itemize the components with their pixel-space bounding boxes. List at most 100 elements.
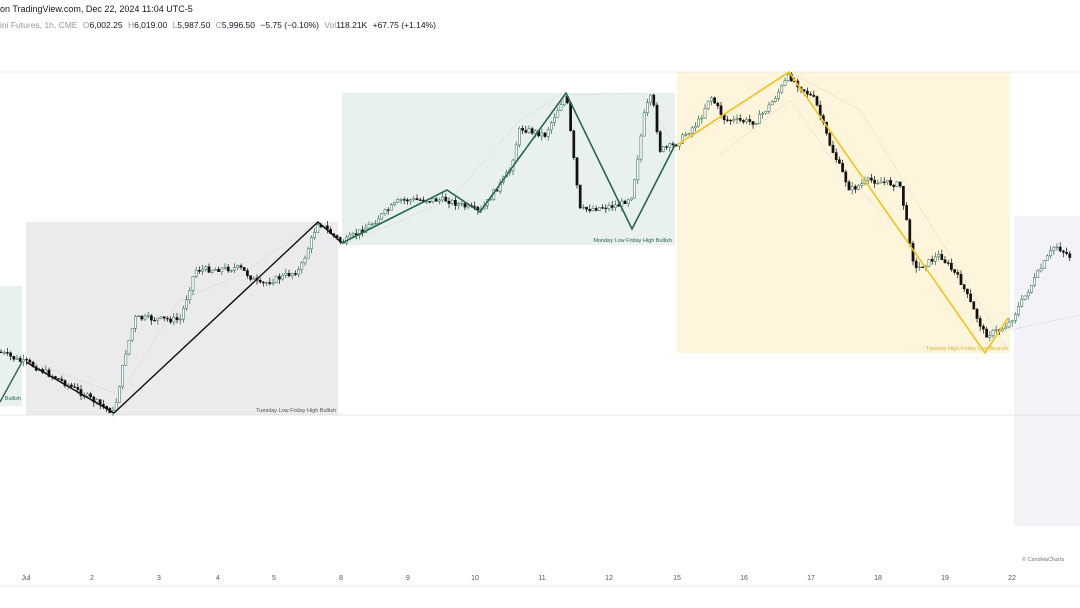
candle-body bbox=[841, 163, 844, 173]
candle-body bbox=[758, 113, 761, 124]
candle-body bbox=[895, 181, 899, 187]
change-value: −5.75 (−0.10%) bbox=[260, 20, 319, 30]
candle-body bbox=[18, 357, 22, 362]
candle-body bbox=[902, 185, 905, 206]
candle-body bbox=[534, 130, 537, 134]
candle-body bbox=[982, 326, 985, 330]
candle-body bbox=[22, 359, 25, 362]
candle-body bbox=[898, 181, 902, 187]
zigzag-tuesday-high bbox=[676, 70, 1009, 355]
candle-body bbox=[60, 378, 64, 381]
candle-body bbox=[543, 132, 547, 137]
candle-body bbox=[751, 121, 755, 125]
close-key: C bbox=[215, 20, 222, 30]
candle-body bbox=[6, 352, 9, 354]
candle-body bbox=[854, 186, 857, 190]
candle-body bbox=[546, 129, 550, 137]
candle-body bbox=[249, 275, 252, 280]
candle-body bbox=[994, 329, 998, 331]
candle-body bbox=[802, 89, 806, 92]
candle-body bbox=[130, 328, 134, 341]
candle-body bbox=[956, 272, 960, 275]
candle-body bbox=[140, 315, 144, 320]
candle-body bbox=[828, 133, 832, 146]
zone-bg bbox=[1014, 216, 1080, 526]
zigzag-monday-low bbox=[341, 91, 676, 244]
zone-bg bbox=[677, 72, 1010, 353]
candle-body bbox=[412, 198, 416, 201]
candle-body bbox=[156, 317, 160, 321]
candle-body bbox=[774, 98, 777, 102]
candle-body bbox=[390, 204, 393, 211]
x-tick: 16 bbox=[740, 575, 748, 582]
candle-body bbox=[716, 102, 720, 107]
candle-body bbox=[28, 359, 32, 363]
candle-body bbox=[47, 369, 51, 377]
candle-body bbox=[1058, 246, 1062, 252]
candle-body bbox=[137, 315, 140, 318]
candle-body bbox=[604, 207, 608, 210]
candle-body bbox=[687, 133, 691, 135]
candle-body bbox=[553, 117, 556, 123]
candle-body bbox=[732, 119, 736, 122]
candle-body bbox=[450, 200, 454, 204]
candle-body bbox=[335, 235, 339, 238]
open-value: 6,002.25 bbox=[89, 20, 123, 30]
candle-body bbox=[1055, 246, 1059, 249]
candle-body bbox=[268, 282, 272, 284]
candle-body bbox=[1042, 260, 1046, 269]
candle-body bbox=[95, 399, 99, 403]
candle-body bbox=[668, 143, 672, 148]
candle-body bbox=[15, 357, 19, 360]
candle-body bbox=[9, 352, 12, 357]
candle-body bbox=[1010, 320, 1014, 323]
x-tick: 3 bbox=[157, 575, 161, 582]
candle-body bbox=[89, 393, 92, 398]
candle-body bbox=[521, 128, 524, 131]
candle-body bbox=[134, 316, 137, 329]
candle-body bbox=[188, 290, 192, 300]
candle-body bbox=[671, 143, 675, 146]
candle-body bbox=[124, 353, 128, 366]
candle-body bbox=[258, 279, 262, 283]
candle-body bbox=[220, 267, 224, 272]
candle-body bbox=[252, 277, 256, 280]
candle-body bbox=[726, 119, 729, 121]
candle-body bbox=[143, 315, 147, 320]
candle-body bbox=[806, 90, 809, 95]
zone-label-bullish: Bullish bbox=[5, 396, 21, 402]
candle-body bbox=[114, 402, 118, 411]
candle-body bbox=[614, 204, 617, 208]
candle-body bbox=[786, 74, 790, 81]
candle-body bbox=[306, 248, 310, 259]
candle-body bbox=[162, 316, 166, 319]
high-value: 6,019.00 bbox=[134, 20, 168, 30]
candle-body bbox=[719, 105, 723, 115]
candle-body bbox=[425, 201, 428, 203]
candle-body bbox=[908, 219, 912, 244]
candle-body bbox=[569, 102, 572, 132]
candle-body bbox=[1001, 328, 1004, 332]
candle-body bbox=[633, 179, 636, 199]
candle-body bbox=[626, 199, 630, 204]
candle-body bbox=[927, 258, 931, 267]
candle-body bbox=[348, 234, 352, 238]
symbol-name: ini Futures, 1h, CME bbox=[0, 20, 78, 30]
candle-body bbox=[572, 130, 576, 158]
candle-body bbox=[57, 378, 60, 380]
candle-body bbox=[975, 308, 979, 319]
candle-body bbox=[530, 128, 534, 134]
candle-body bbox=[540, 132, 544, 137]
candle-body bbox=[646, 102, 649, 114]
volume-key: Vol bbox=[324, 20, 337, 30]
candle-body bbox=[447, 200, 451, 204]
candle-body bbox=[178, 318, 182, 321]
candle-body bbox=[287, 273, 291, 277]
candle-body bbox=[214, 269, 217, 271]
candle-body bbox=[889, 180, 892, 186]
candle-body bbox=[1026, 292, 1030, 297]
candle-body bbox=[310, 237, 313, 250]
candle-body bbox=[847, 181, 851, 191]
candle-body bbox=[559, 104, 563, 111]
